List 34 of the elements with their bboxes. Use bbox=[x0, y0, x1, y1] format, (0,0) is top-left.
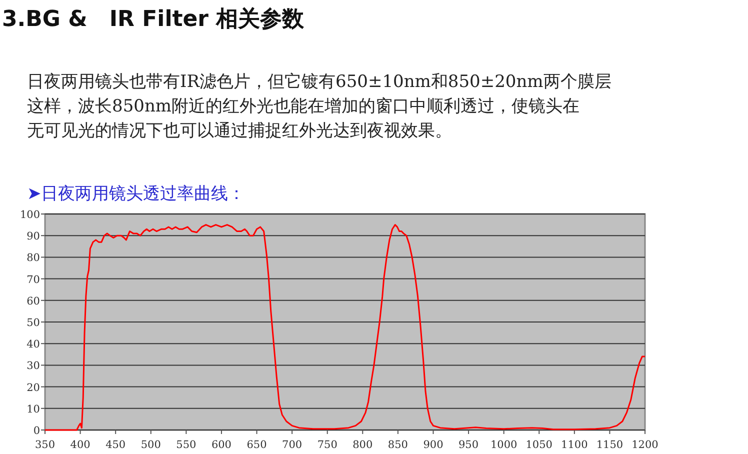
y-tick-label: 60 bbox=[26, 295, 40, 308]
y-tick-label: 50 bbox=[26, 317, 40, 329]
x-tick-label: 650 bbox=[246, 439, 267, 451]
title: 3.BG & IR Filter 相关参数 bbox=[2, 7, 304, 32]
y-tick-label: 30 bbox=[26, 360, 40, 372]
x-tick-label: 450 bbox=[106, 439, 126, 451]
annotation: 日夜两用镜头也带有IR滤色片，但它镀有650±10nm和850±20nm两个膜层 bbox=[27, 72, 612, 92]
x-tick-label: 1100 bbox=[561, 439, 588, 451]
x-tick-label: 950 bbox=[458, 439, 479, 451]
x-tick-label: 1150 bbox=[596, 439, 624, 451]
annotation: 无可见光的情况下也可以通过捕捉红外光达到夜视效果。 bbox=[27, 121, 452, 141]
annotation: 这样，波长850nm附近的红外光也能在增加的窗口中顺利透过，使镜头在 bbox=[27, 96, 580, 116]
y-tick-label: 40 bbox=[26, 338, 40, 351]
x-tick-label: 500 bbox=[140, 439, 161, 451]
y-tick-label: 10 bbox=[26, 403, 40, 416]
y-tick-label: 70 bbox=[26, 274, 40, 286]
x-tick-label: 700 bbox=[282, 439, 302, 451]
x-tick-label: 1050 bbox=[526, 439, 552, 451]
y-tick-label: 100 bbox=[20, 209, 40, 221]
subtitle: ➤日夜两用镜头透过率曲线： bbox=[27, 184, 245, 204]
y-tick-label: 80 bbox=[26, 252, 40, 264]
y-tick-label: 20 bbox=[26, 382, 40, 394]
x-tick-label: 600 bbox=[211, 439, 232, 451]
x-tick-label: 550 bbox=[176, 439, 196, 451]
x-tick-label: 750 bbox=[317, 439, 338, 451]
y-tick-label: 0 bbox=[33, 425, 40, 437]
x-tick-label: 900 bbox=[423, 439, 444, 451]
x-tick-label: 850 bbox=[388, 439, 408, 451]
y-tick-label: 90 bbox=[26, 230, 40, 243]
x-tick-label: 1200 bbox=[632, 439, 658, 451]
x-tick-label: 400 bbox=[70, 439, 90, 451]
x-tick-label: 350 bbox=[34, 439, 56, 451]
x-tick-label: 800 bbox=[352, 439, 373, 451]
x-tick-label: 1000 bbox=[490, 439, 518, 451]
